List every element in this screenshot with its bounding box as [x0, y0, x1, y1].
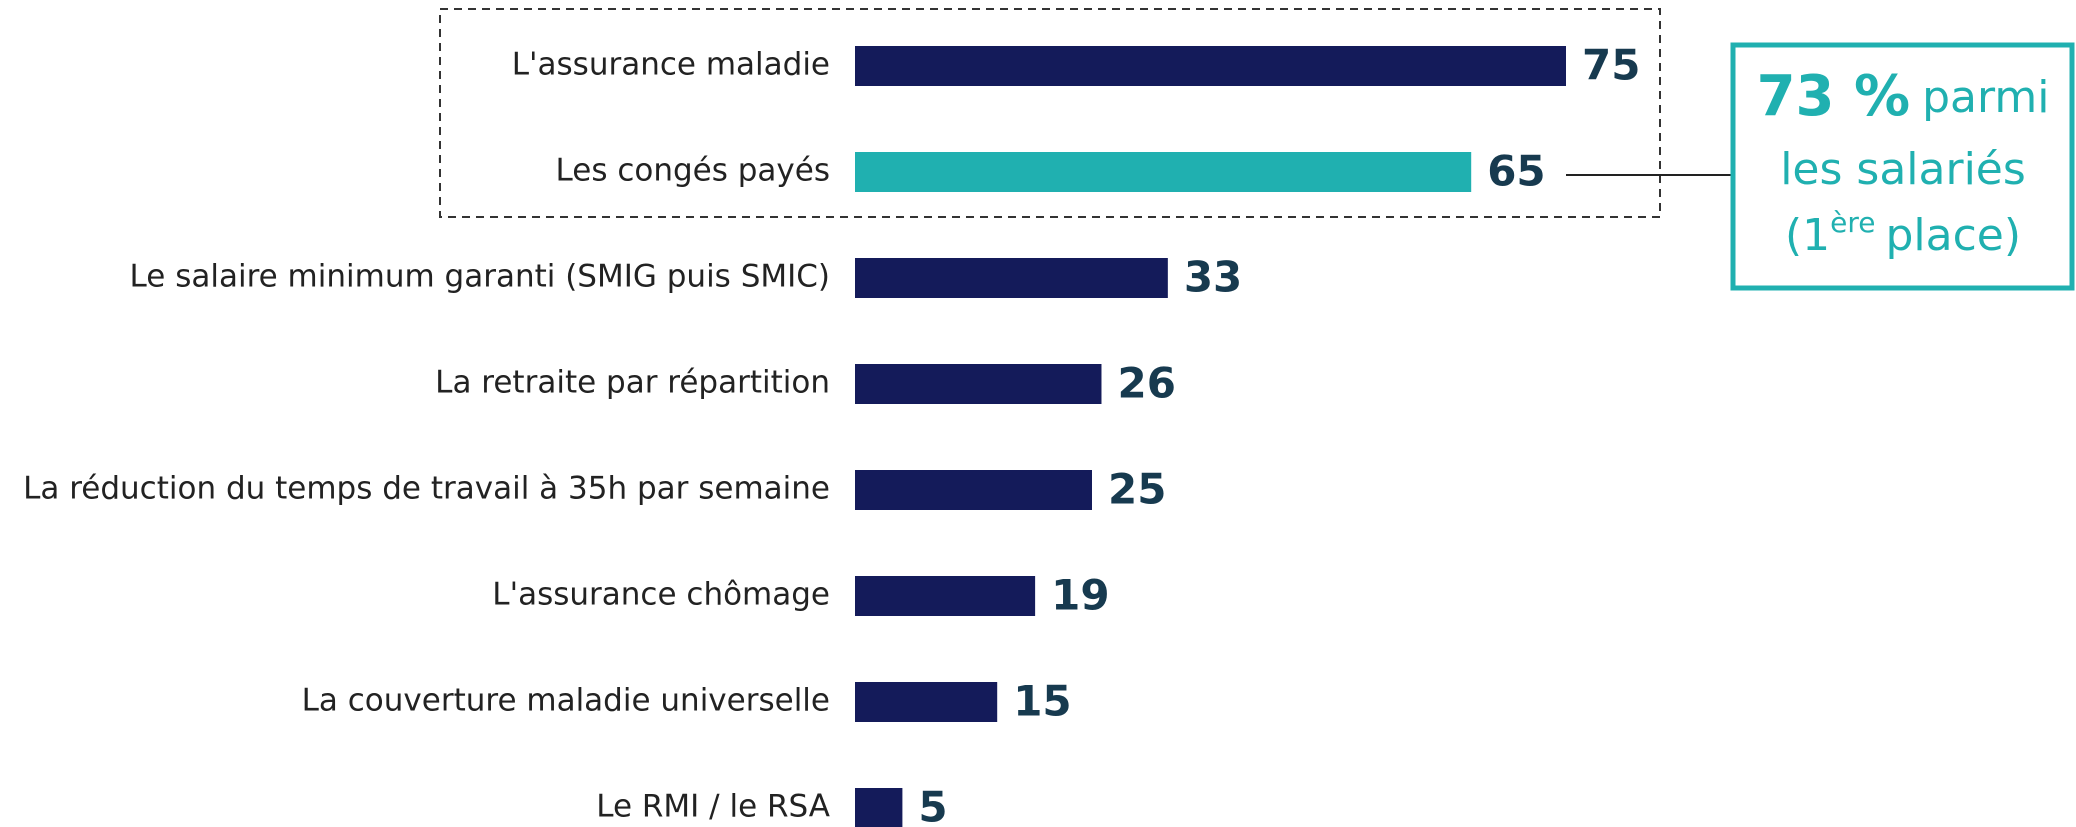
- value-label: 5: [918, 783, 947, 827]
- bar: [855, 152, 1472, 192]
- category-label: Le RMI / le RSA: [596, 789, 830, 825]
- bar: [855, 682, 998, 722]
- annotation-box: [1730, 42, 2075, 291]
- category-label: La retraite par répartition: [435, 365, 830, 401]
- category-label: Les congés payés: [556, 153, 830, 189]
- value-label: 15: [1013, 677, 1071, 726]
- value-label: 65: [1487, 147, 1545, 196]
- category-label: L'assurance maladie: [512, 47, 830, 83]
- category-label: Le salaire minimum garanti (SMIG puis SM…: [130, 259, 830, 295]
- annotation-line: 73 % parmi: [1757, 64, 2050, 129]
- category-label: L'assurance chômage: [492, 577, 830, 613]
- bar: [855, 788, 903, 827]
- value-label: 33: [1184, 253, 1242, 302]
- annotation-highlight: 73 %: [1757, 64, 1911, 129]
- value-label: 25: [1108, 465, 1166, 514]
- bar: [855, 364, 1102, 404]
- annotation-text: parmi: [1922, 72, 2049, 123]
- annotation-text: (1: [1785, 210, 1830, 261]
- value-label: 26: [1117, 359, 1175, 408]
- value-label: 19: [1051, 571, 1109, 620]
- category-label: La couverture maladie universelle: [302, 683, 830, 719]
- category-label: La réduction du temps de travail à 35h p…: [23, 471, 830, 507]
- annotation-line: (1ère place): [1785, 206, 2021, 261]
- annotation-text: place): [1885, 210, 2021, 261]
- bar: [855, 576, 1036, 616]
- bar: [855, 46, 1566, 86]
- bar: [855, 470, 1092, 510]
- bar: [855, 258, 1168, 298]
- highlight-frame: [439, 8, 1661, 218]
- value-label: 75: [1582, 41, 1640, 90]
- annotation-text: les salariés: [1780, 144, 2026, 195]
- annotation-sup: ère: [1830, 206, 1875, 239]
